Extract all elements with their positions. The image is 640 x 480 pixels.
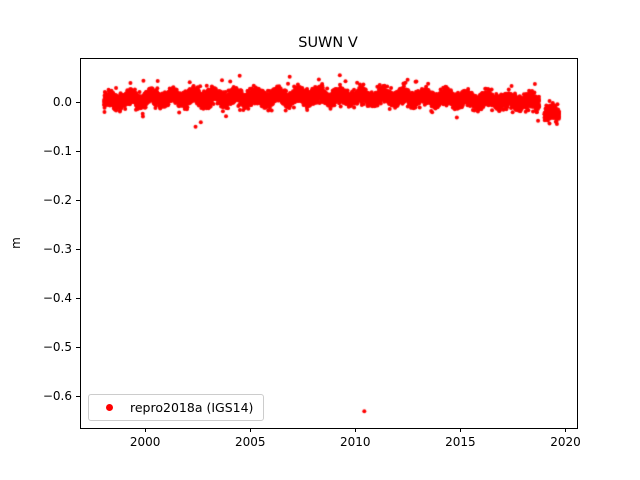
x-tick-label: 2000 bbox=[129, 435, 161, 449]
x-tick bbox=[564, 428, 566, 432]
x-tick-label: 2020 bbox=[550, 435, 581, 449]
y-tick-label: −0.2 bbox=[42, 192, 72, 207]
y-axis-label: m bbox=[9, 237, 23, 249]
x-tick-label: 2015 bbox=[445, 435, 476, 449]
y-tick-label: 0.0 bbox=[52, 94, 72, 109]
y-tick-label: −0.1 bbox=[42, 143, 72, 158]
y-tick-label: −0.5 bbox=[42, 339, 72, 354]
y-tick bbox=[76, 200, 80, 202]
x-tick bbox=[249, 428, 251, 432]
legend-marker-dot-icon bbox=[106, 404, 113, 411]
y-tick bbox=[76, 102, 80, 104]
y-tick-label: −0.3 bbox=[42, 241, 72, 256]
y-tick-label: −0.6 bbox=[42, 388, 72, 403]
chart-title: SUWN V bbox=[298, 35, 358, 51]
y-tick-label: −0.4 bbox=[42, 290, 72, 305]
x-tick bbox=[459, 428, 461, 432]
y-tick bbox=[76, 298, 80, 300]
x-tick-label: 2005 bbox=[234, 435, 266, 449]
legend-label: repro2018a (IGS14) bbox=[130, 400, 254, 415]
y-tick bbox=[76, 151, 80, 153]
y-tick bbox=[76, 347, 80, 349]
y-tick bbox=[76, 249, 80, 251]
legend: repro2018a (IGS14) bbox=[88, 394, 265, 421]
scatter-canvas bbox=[81, 59, 577, 428]
x-tick bbox=[144, 428, 146, 432]
x-tick-label: 2010 bbox=[340, 435, 371, 449]
x-tick bbox=[354, 428, 356, 432]
plot-area: repro2018a (IGS14) bbox=[80, 58, 578, 429]
y-tick bbox=[76, 396, 80, 398]
